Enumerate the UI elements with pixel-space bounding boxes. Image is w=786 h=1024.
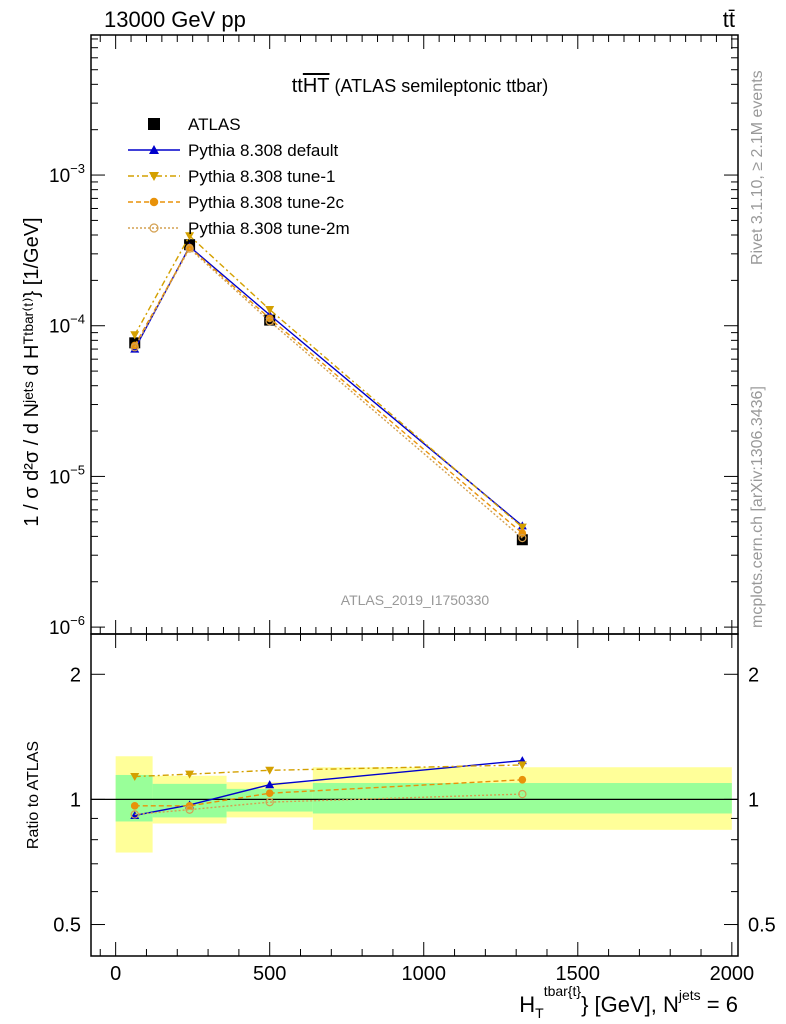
ratio-point-3-2: [265, 797, 274, 807]
ratio-xlabel: HTtbar{t}} [GeV], Njets = 6: [519, 983, 738, 1021]
point-0-3: [516, 534, 528, 546]
point-4-2: [265, 317, 274, 326]
legend-marker-0: [148, 118, 160, 130]
main-ytick-exp: −5: [70, 462, 85, 477]
legend-label-2: Pythia 8.308 tune-1: [188, 167, 335, 186]
point-4-0: [130, 343, 139, 352]
main-ytick-label: 10−5: [49, 462, 85, 488]
point-2-0: [130, 331, 140, 340]
header-right: tt̄: [723, 7, 735, 32]
ratio-xtick-label: 1000: [401, 963, 446, 985]
ratio-point-2-3: [518, 775, 527, 784]
ratio-point-2-0: [130, 802, 139, 810]
point-3-2: [265, 314, 274, 323]
ratio-line-0: [134, 759, 523, 817]
ratio-point-1-2: [265, 766, 275, 775]
mcplots-label: mcplots.cern.ch [arXiv:1306.3436]: [749, 386, 766, 628]
ratio-ylabel: Ratio to ATLAS: [25, 741, 42, 849]
series-3: [130, 243, 527, 538]
series-4: [130, 244, 527, 543]
ratio-point-3-0: [130, 810, 139, 819]
xlabel-h: H: [519, 992, 535, 1017]
ratio-point-1-0: [130, 772, 140, 782]
legend-label-4: Pythia 8.308 tune-2m: [188, 219, 350, 238]
main-ytick-label: 10−6: [49, 613, 85, 639]
ratio-line-2: [134, 779, 523, 807]
main-ytick-label: 10−3: [49, 161, 85, 187]
header-left: 13000 GeV pp: [104, 7, 246, 32]
ratio-ytick-label-right: 2: [748, 664, 759, 686]
ratio-line-3: [134, 793, 523, 816]
point-4-3: [518, 533, 527, 543]
legend-label-0: ATLAS: [188, 115, 241, 134]
series-2: [130, 232, 527, 532]
main-ytick-label: 10−4: [49, 312, 85, 338]
series-1: [130, 242, 527, 530]
rivet-label: Rivet 3.1.10, ≥ 2.1M events: [749, 70, 766, 265]
ratio-xtick-label: 1500: [556, 963, 601, 985]
ratio-point-0-2: [265, 780, 275, 789]
legend-marker-3: [149, 197, 159, 207]
ratio-ytick-label-right: 0.5: [748, 915, 776, 937]
legend-marker-1: [149, 145, 159, 154]
series-line-3: [134, 246, 523, 534]
ratio-panel: 0.5 0.5 1 1 2 2 0 500 1000 1500 2000 Ratio to ATLA…: [25, 633, 776, 1021]
series-line-2: [134, 234, 523, 528]
main-ytick-base: 10: [49, 166, 70, 187]
xlabel-mid: } [GeV], N: [581, 992, 679, 1017]
ratio-xtick-label: 2000: [710, 963, 755, 985]
ratio-line-1: [134, 764, 523, 778]
main-ytick-exp: −3: [70, 161, 85, 176]
analysis-label: ATLAS_2019_I1750330: [341, 592, 490, 608]
series-0: [129, 239, 528, 546]
ratio-point-3-3: [518, 789, 527, 799]
main-ytick-base: 10: [49, 618, 70, 639]
main-panel: 10−610−510−410−3 ttHT (ATLAS semileptoni…: [21, 34, 739, 639]
legend-item-0: ATLAS: [148, 115, 241, 134]
xlabel-end: = 6: [701, 992, 738, 1017]
legend-label-1: Pythia 8.308 default: [188, 141, 339, 160]
series-line-4: [134, 247, 523, 539]
main-ytick-base: 10: [49, 467, 70, 488]
main-title-rest: (ATLAS semileptonic ttbar): [330, 76, 549, 96]
green-band-2: [226, 788, 313, 812]
legend-label-3: Pythia 8.308 tune-2c: [188, 193, 344, 212]
ratio-ytick-label-right: 1: [748, 789, 759, 811]
ratio-series-3: [130, 789, 527, 819]
ratio-series-1: [130, 761, 527, 782]
ratio-ytick-label: 2: [70, 664, 81, 686]
legend-item-3: Pythia 8.308 tune-2c: [128, 193, 344, 212]
main-ylabel: 1 / σ d²σ / d Nʲᵉᵗˢ d Hᵀᵗᵇᵃʳ⁽ᵗ⁾} [1/GeV]: [21, 217, 43, 526]
ratio-frame: [90, 633, 739, 957]
ratio-series-2: [130, 775, 527, 810]
point-2-2: [265, 305, 275, 315]
legend-item-4: Pythia 8.308 tune-2m: [128, 219, 350, 238]
point-2-3: [517, 523, 527, 532]
xlabel-jets: jets: [678, 987, 701, 1003]
main-ytick-exp: −4: [70, 312, 85, 327]
legend-marker-2: [149, 172, 159, 181]
legend-marker-4: [149, 223, 159, 233]
legend-item-1: Pythia 8.308 default: [128, 141, 339, 160]
main-title: ttHT (ATLAS semileptonic ttbar): [292, 75, 549, 97]
ratio-point-2-2: [265, 789, 274, 798]
point-2-1: [185, 232, 195, 241]
ratio-ytick-label: 1: [70, 789, 81, 811]
ratio-xtick-label: 0: [110, 963, 121, 985]
point-4-1: [185, 244, 194, 253]
ratio-point-3-1: [185, 805, 194, 814]
ratio-ytick-label: 0.5: [53, 915, 81, 937]
ratio-point-1-1: [185, 770, 195, 779]
main-title-ht: HT: [303, 75, 330, 97]
legend: ATLAS Pythia 8.308 default Pythia 8.308 tu…: [128, 115, 350, 238]
xlabel-t: T: [535, 1005, 544, 1021]
xlabel-tbar: tbar{t}: [544, 983, 582, 999]
main-ytick-exp: −6: [70, 613, 85, 628]
main-title-tt: tt: [292, 75, 304, 97]
ratio-xtick-label: 500: [253, 963, 286, 985]
ratio-point-1-3: [517, 761, 527, 770]
legend-item-2: Pythia 8.308 tune-1: [128, 167, 335, 186]
main-ytick-base: 10: [49, 317, 70, 338]
